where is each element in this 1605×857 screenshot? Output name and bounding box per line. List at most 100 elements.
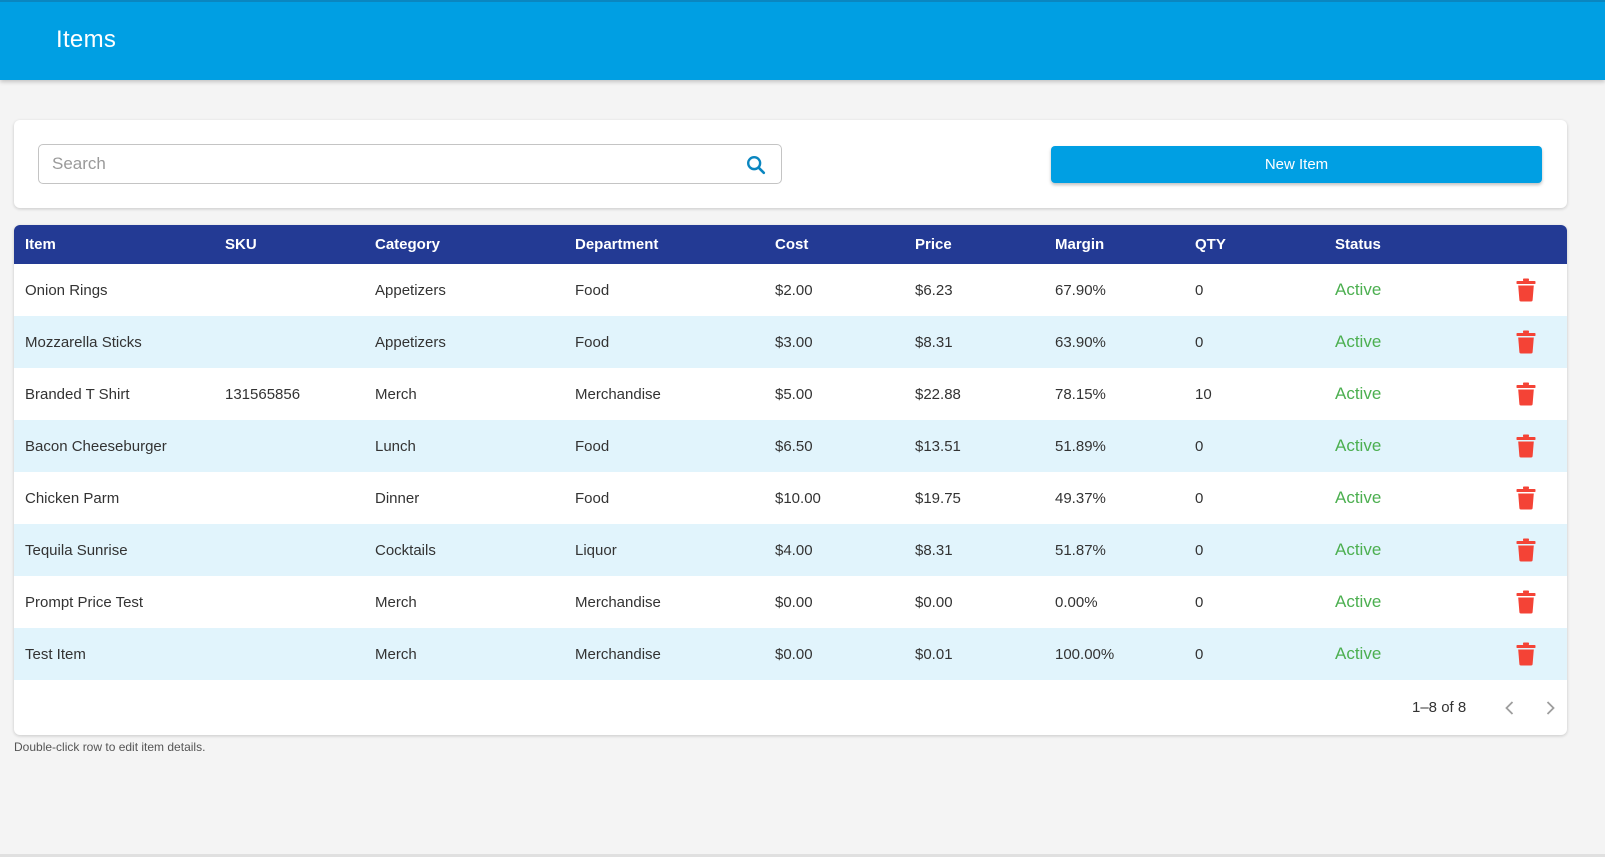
cell-qty: 0 — [1195, 645, 1204, 663]
column-header-margin[interactable]: Margin — [1055, 236, 1105, 253]
cell-department: Food — [575, 437, 610, 455]
app-header: Items — [0, 0, 1605, 80]
cell-actions — [1484, 524, 1567, 576]
search-box[interactable] — [38, 144, 782, 184]
cell-sku — [214, 264, 364, 316]
table-row[interactable]: Onion Rings Appetizers Food $2.00 $6.23 67.90… — [14, 264, 1567, 316]
cell-qty: 0 — [1195, 437, 1204, 455]
cell-item: Tequila Sunrise — [25, 541, 128, 559]
cell-sku: 131565856 — [225, 385, 301, 403]
cell-sku — [214, 472, 364, 524]
trash-icon[interactable] — [1516, 382, 1536, 406]
cell-category: Merch — [375, 385, 417, 403]
cell-category: Merch — [375, 593, 417, 611]
cell-status: Active — [1335, 644, 1382, 663]
trash-icon[interactable] — [1516, 278, 1536, 302]
cell-item: Mozzarella Sticks — [25, 333, 142, 351]
column-header-category[interactable]: Category — [375, 236, 441, 253]
cell-sku — [214, 628, 364, 680]
search-icon[interactable] — [745, 154, 767, 176]
column-header-cost[interactable]: Cost — [775, 236, 809, 253]
column-header-price[interactable]: Price — [915, 236, 952, 253]
cell-department: Merchandise — [575, 593, 661, 611]
pagination-range: 1–8 of 8 — [1412, 699, 1467, 716]
trash-icon[interactable] — [1516, 590, 1536, 614]
cell-cost: $10.00 — [775, 489, 821, 507]
trash-icon[interactable] — [1516, 486, 1536, 510]
cell-category: Merch — [375, 645, 417, 663]
cell-status: Active — [1335, 488, 1382, 507]
cell-category: Lunch — [375, 437, 416, 455]
cell-actions — [1484, 368, 1567, 420]
cell-price: $22.88 — [915, 385, 961, 403]
cell-cost: $0.00 — [775, 593, 813, 611]
cell-margin: 78.15% — [1055, 385, 1106, 403]
cell-category: Cocktails — [375, 541, 436, 559]
column-header-item[interactable]: Item — [25, 236, 56, 253]
cell-department: Food — [575, 489, 610, 507]
cell-item: Branded T Shirt — [25, 385, 130, 403]
cell-status: Active — [1335, 592, 1382, 611]
table-row[interactable]: Test Item Merch Merchandise $0.00 $0.01 100.0… — [14, 628, 1567, 680]
table-row[interactable]: Branded T Shirt 131565856 Merch Merchandise… — [14, 368, 1567, 420]
cell-actions — [1484, 264, 1567, 316]
cell-qty: 0 — [1195, 333, 1204, 351]
cell-margin: 0.00% — [1055, 593, 1098, 611]
cell-sku — [214, 524, 364, 576]
cell-category: Appetizers — [375, 281, 446, 299]
cell-qty: 10 — [1195, 385, 1212, 403]
cell-margin: 67.90% — [1055, 281, 1106, 299]
table-row[interactable]: Bacon Cheeseburger Lunch Food $6.50 $13.51 51… — [14, 420, 1567, 472]
edit-hint: Double-click row to edit item details. — [14, 740, 206, 754]
column-header-actions — [1484, 225, 1567, 264]
cell-status: Active — [1335, 384, 1382, 403]
cell-category: Appetizers — [375, 333, 446, 351]
cell-actions — [1484, 472, 1567, 524]
trash-icon[interactable] — [1516, 538, 1536, 562]
cell-item: Test Item — [25, 645, 86, 663]
column-header-sku[interactable]: SKU — [225, 236, 257, 253]
cell-price: $0.00 — [915, 593, 953, 611]
cell-cost: $3.00 — [775, 333, 813, 351]
cell-price: $8.31 — [915, 541, 953, 559]
table-row[interactable]: Chicken Parm Dinner Food $10.00 $19.75 49.37%… — [14, 472, 1567, 524]
column-header-qty[interactable]: QTY — [1195, 236, 1226, 253]
column-header-department[interactable]: Department — [575, 236, 659, 253]
cell-department: Merchandise — [575, 645, 661, 663]
trash-icon[interactable] — [1516, 330, 1536, 354]
cell-cost: $0.00 — [775, 645, 813, 663]
cell-status: Active — [1335, 540, 1382, 559]
cell-actions — [1484, 420, 1567, 472]
cell-item: Chicken Parm — [25, 489, 120, 507]
table-row[interactable]: Prompt Price Test Merch Merchandise $0.00 $0… — [14, 576, 1567, 628]
toolbar-card: New Item — [14, 120, 1567, 208]
cell-category: Dinner — [375, 489, 420, 507]
table-row[interactable]: Tequila Sunrise Cocktails Liquor $4.00 $8.31… — [14, 524, 1567, 576]
table-row[interactable]: Mozzarella Sticks Appetizers Food $3.00 $8.3… — [14, 316, 1567, 368]
search-input[interactable] — [39, 145, 719, 183]
cell-margin: 63.90% — [1055, 333, 1106, 351]
cell-cost: $6.50 — [775, 437, 813, 455]
cell-sku — [214, 420, 364, 472]
items-table: Item SKU Category Department Cost Price … — [14, 225, 1567, 680]
cell-status: Active — [1335, 280, 1382, 299]
cell-actions — [1484, 576, 1567, 628]
cell-item: Onion Rings — [25, 281, 108, 299]
cell-sku — [214, 576, 364, 628]
chevron-right-icon[interactable] — [1540, 698, 1560, 718]
new-item-button[interactable]: New Item — [1051, 146, 1542, 183]
cell-price: $8.31 — [915, 333, 953, 351]
pagination: 1–8 of 8 — [14, 681, 1567, 735]
cell-cost: $5.00 — [775, 385, 813, 403]
trash-icon[interactable] — [1516, 642, 1536, 666]
cell-price: $19.75 — [915, 489, 961, 507]
trash-icon[interactable] — [1516, 434, 1536, 458]
cell-qty: 0 — [1195, 281, 1204, 299]
cell-department: Merchandise — [575, 385, 661, 403]
chevron-left-icon[interactable] — [1500, 698, 1520, 718]
cell-margin: 100.00% — [1055, 645, 1115, 663]
cell-qty: 0 — [1195, 489, 1204, 507]
table-header-row: Item SKU Category Department Cost Price … — [14, 225, 1567, 264]
column-header-status[interactable]: Status — [1335, 236, 1381, 253]
cell-margin: 49.37% — [1055, 489, 1106, 507]
